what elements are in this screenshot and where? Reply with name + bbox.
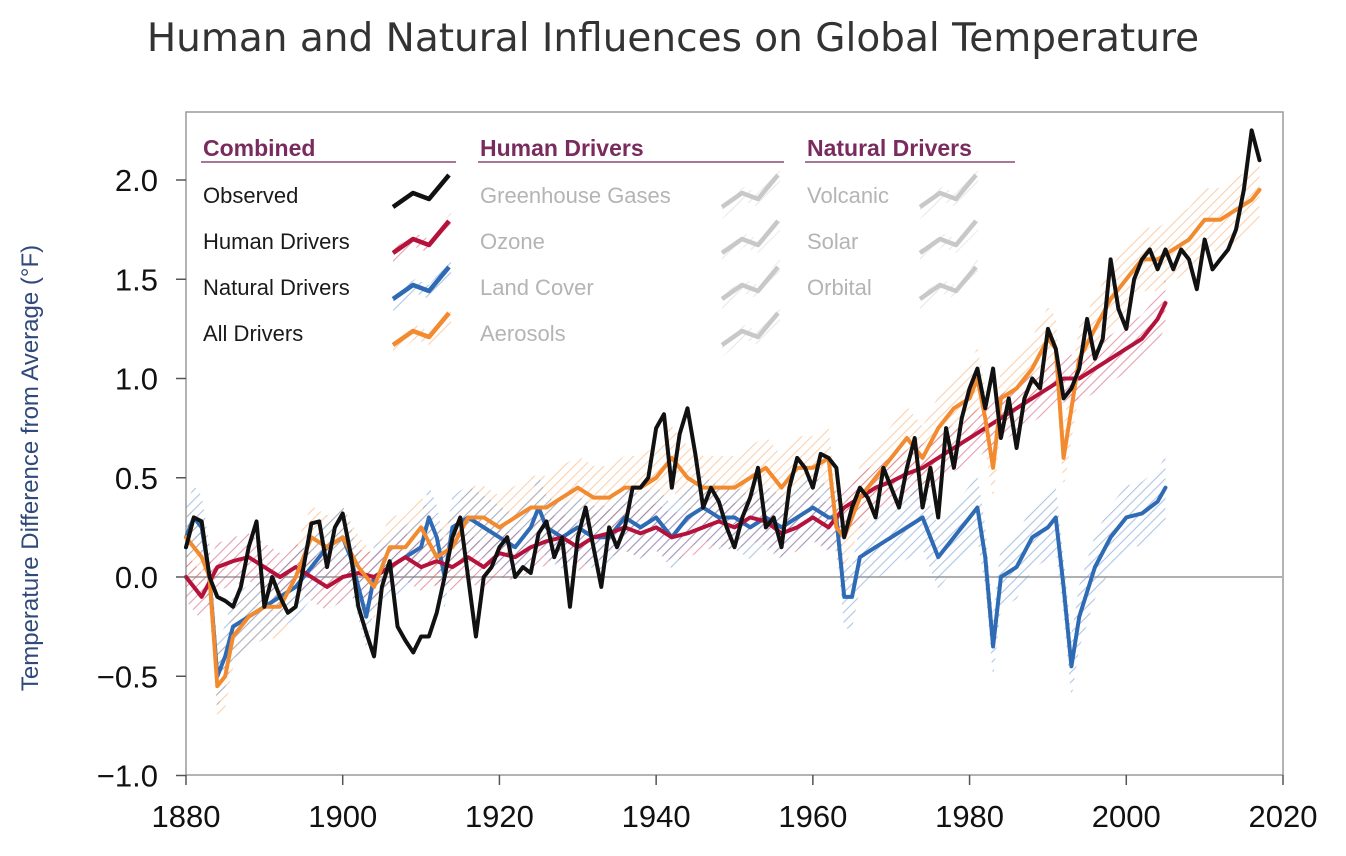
legend-orbital-swatch [918,259,978,311]
y-tick-label: −0.5 [97,659,158,694]
x-tick-label: 1960 [778,799,847,834]
legend-item-label: Volcanic [807,183,889,208]
legend-item-label: Land Cover [480,275,594,300]
y-tick-label: 0.5 [115,461,158,496]
x-tick-label: 1920 [465,799,534,834]
x-tick-label: 1880 [152,799,221,834]
y-tick-label: 2.0 [115,163,158,198]
legend-ozone-swatch [720,213,780,265]
legend-natural-drivers-swatch [391,259,451,311]
legend-land-cover-swatch [720,259,780,311]
chart-title: Human and Natural Influences on Global T… [146,16,1200,61]
y-axis: −1.0 −0.5 0.0 0.5 1.0 1.5 2.0 [97,163,186,794]
legend-all-drivers-swatch [391,305,451,357]
legend-heading: Natural Drivers [807,135,972,161]
observed-line [184,128,1262,659]
x-tick-label: 1980 [935,799,1004,834]
y-axis-label: Temperature Difference from Average (°F) [17,245,44,691]
legend-human-drivers-swatch [391,213,451,265]
series-lines [184,128,1262,689]
x-tick-label: 1900 [308,799,377,834]
legend-item-label: Human Drivers [203,229,350,254]
legend-item-label: Observed [203,183,298,208]
legend-heading: Combined [203,135,315,161]
legend-item-label: Natural Drivers [203,275,350,300]
all-drivers-line [184,187,1262,689]
legend-item-label: Ozone [480,229,545,254]
legend-item-label: Aerosols [480,321,566,346]
legend-item-label: Orbital [807,275,872,300]
y-tick-label: 1.0 [115,362,158,397]
legend-solar-swatch [918,213,978,265]
y-tick-label: 0.0 [115,560,158,595]
x-axis: 1880 1900 1920 1940 1960 1980 2000 2020 [152,775,1318,834]
x-tick-label: 1940 [622,799,691,834]
legend-item-label: Greenhouse Gases [480,183,671,208]
legend-greenhouse-gases-swatch [720,167,780,219]
legend: Combined Observed Human Drivers Natural Dri… [201,135,1015,357]
x-tick-label: 2000 [1092,799,1161,834]
human-drivers-line [184,301,1168,599]
y-tick-label: −1.0 [97,759,158,794]
legend-volcanic-swatch [918,167,978,219]
legend-heading: Human Drivers [480,135,644,161]
plot-frame [185,111,1284,776]
x-tick-label: 2020 [1249,799,1318,834]
legend-observed-swatch [391,173,451,209]
legend-item-label: Solar [807,229,858,254]
legend-item-label: All Drivers [203,321,303,346]
y-tick-label: 1.5 [115,262,158,297]
legend-aerosols-swatch [720,305,780,357]
